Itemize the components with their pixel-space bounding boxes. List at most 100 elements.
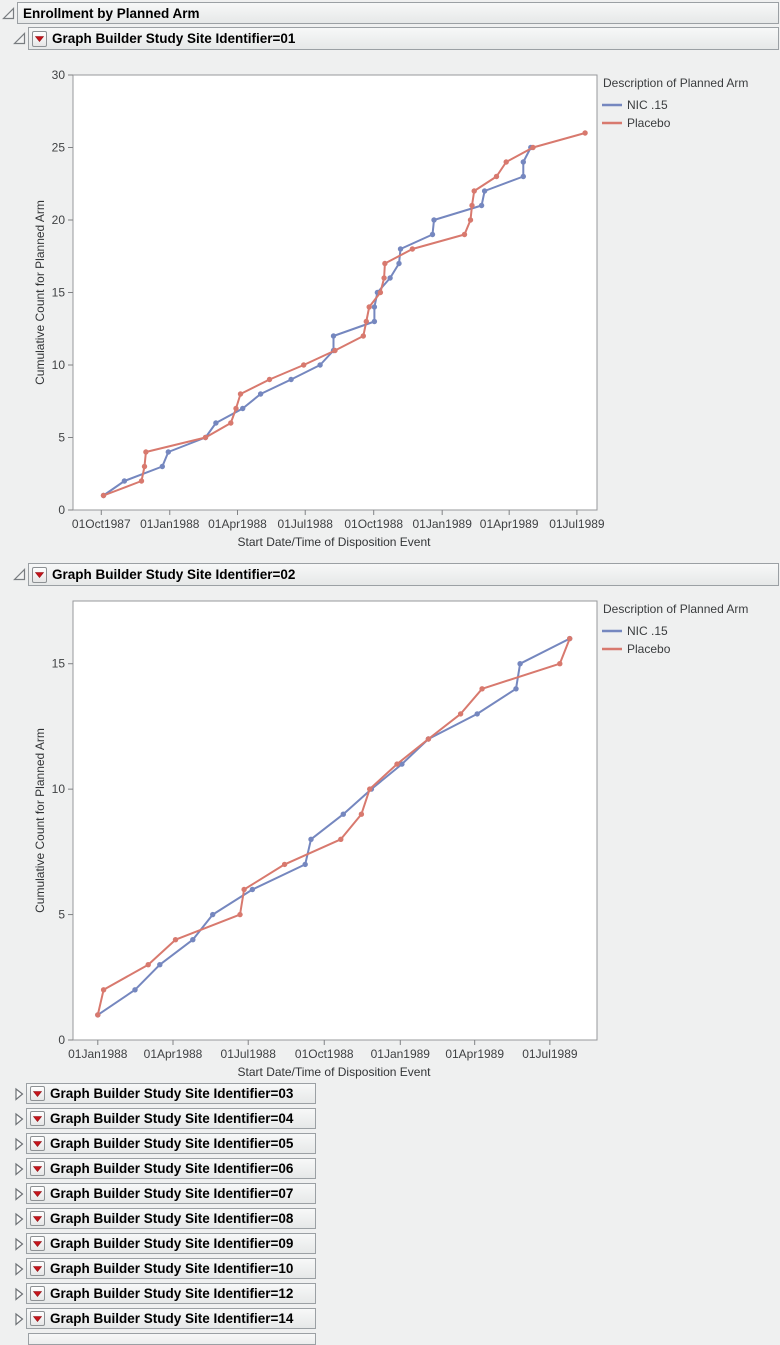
disclosure-collapsed-icon[interactable] <box>14 1312 24 1326</box>
outline-node-collapsed-14[interactable]: Graph Builder Study Site Identifier=14 <box>14 1308 316 1329</box>
series-point-nic-15[interactable] <box>399 761 405 767</box>
series-point-nic-15[interactable] <box>190 937 196 943</box>
series-point-placebo[interactable] <box>471 188 477 194</box>
series-point-placebo[interactable] <box>172 937 179 943</box>
series-point-placebo[interactable] <box>469 202 475 209</box>
series-point-nic-15[interactable] <box>121 478 128 484</box>
series-point-placebo[interactable] <box>457 711 464 717</box>
series-point-placebo[interactable] <box>233 405 239 412</box>
disclosure-open-icon[interactable] <box>13 568 26 581</box>
series-point-nic-15[interactable] <box>371 318 378 325</box>
series-point-placebo[interactable] <box>145 962 151 968</box>
series-point-placebo[interactable] <box>479 686 485 692</box>
series-point-placebo[interactable] <box>358 811 365 817</box>
series-point-placebo[interactable] <box>338 836 344 842</box>
series-point-placebo[interactable] <box>237 391 244 397</box>
series-point-placebo[interactable] <box>363 318 369 325</box>
series-point-nic-15[interactable] <box>429 231 436 238</box>
series-point-placebo[interactable] <box>95 1012 101 1018</box>
outline-node-root[interactable]: Enrollment by Planned Arm <box>2 2 779 24</box>
red-triangle-menu-button[interactable] <box>30 1286 45 1301</box>
series-point-placebo[interactable] <box>241 886 247 893</box>
outline-node-partial[interactable] <box>28 1333 316 1345</box>
red-triangle-menu-button[interactable] <box>30 1136 45 1151</box>
disclosure-open-icon[interactable] <box>13 32 26 45</box>
series-point-placebo[interactable] <box>503 159 509 165</box>
disclosure-collapsed-icon[interactable] <box>14 1237 24 1251</box>
series-point-placebo[interactable] <box>332 347 338 354</box>
series-point-placebo[interactable] <box>301 362 307 368</box>
outline-node-collapsed-10[interactable]: Graph Builder Study Site Identifier=10 <box>14 1258 316 1279</box>
disclosure-collapsed-icon[interactable] <box>14 1087 24 1101</box>
series-point-nic-15[interactable] <box>210 911 216 918</box>
outline-node-collapsed-08[interactable]: Graph Builder Study Site Identifier=08 <box>14 1208 316 1229</box>
red-triangle-menu-button[interactable] <box>30 1086 45 1101</box>
series-point-nic-15[interactable] <box>249 886 256 893</box>
series-point-placebo[interactable] <box>360 333 366 339</box>
outline-node-collapsed-09[interactable]: Graph Builder Study Site Identifier=09 <box>14 1233 316 1254</box>
series-point-placebo[interactable] <box>141 463 148 470</box>
series-point-nic-15[interactable] <box>371 304 378 310</box>
series-line-placebo[interactable] <box>96 638 571 1016</box>
series-point-nic-15[interactable] <box>517 661 523 667</box>
red-triangle-menu-button[interactable] <box>32 566 47 583</box>
outline-node-collapsed-04[interactable]: Graph Builder Study Site Identifier=04 <box>14 1108 316 1129</box>
red-triangle-menu-button[interactable] <box>30 1186 45 1201</box>
series-point-nic-15[interactable] <box>397 246 404 252</box>
red-triangle-menu-button[interactable] <box>30 1111 45 1126</box>
series-point-nic-15[interactable] <box>520 159 526 165</box>
series-point-nic-15[interactable] <box>478 202 485 209</box>
series-point-nic-15[interactable] <box>157 962 163 968</box>
series-point-placebo[interactable] <box>394 761 400 767</box>
series-point-nic-15[interactable] <box>302 861 308 868</box>
disclosure-collapsed-icon[interactable] <box>14 1187 24 1201</box>
outline-node-collapsed-06[interactable]: Graph Builder Study Site Identifier=06 <box>14 1158 316 1179</box>
outline-node-site-02[interactable]: Graph Builder Study Site Identifier=02 <box>13 563 779 586</box>
outline-node-collapsed-03[interactable]: Graph Builder Study Site Identifier=03 <box>14 1083 316 1104</box>
series-point-nic-15[interactable] <box>387 275 393 281</box>
outline-node-collapsed-05[interactable]: Graph Builder Study Site Identifier=05 <box>14 1133 316 1154</box>
series-point-placebo[interactable] <box>381 275 387 281</box>
series-point-placebo[interactable] <box>281 861 288 868</box>
series-point-placebo[interactable] <box>409 246 416 252</box>
series-point-nic-15[interactable] <box>513 686 519 692</box>
series-point-nic-15[interactable] <box>159 463 165 470</box>
series-point-nic-15[interactable] <box>165 449 171 455</box>
series-point-nic-15[interactable] <box>308 836 314 842</box>
series-point-placebo[interactable] <box>100 492 107 499</box>
disclosure-collapsed-icon[interactable] <box>14 1162 24 1176</box>
series-point-placebo[interactable] <box>366 304 372 310</box>
series-point-nic-15[interactable] <box>240 405 246 412</box>
series-point-placebo[interactable] <box>228 420 234 426</box>
series-point-nic-15[interactable] <box>213 420 219 426</box>
series-point-nic-15[interactable] <box>396 260 402 267</box>
series-point-placebo[interactable] <box>237 911 243 918</box>
series-point-nic-15[interactable] <box>132 987 138 993</box>
series-point-placebo[interactable] <box>461 231 468 238</box>
series-line-nic-15[interactable] <box>97 637 571 1016</box>
disclosure-collapsed-icon[interactable] <box>14 1212 24 1226</box>
series-point-placebo[interactable] <box>143 449 149 455</box>
series-point-placebo[interactable] <box>557 661 563 667</box>
series-point-placebo[interactable] <box>138 478 145 484</box>
outline-node-collapsed-07[interactable]: Graph Builder Study Site Identifier=07 <box>14 1183 316 1204</box>
series-point-nic-15[interactable] <box>340 811 346 817</box>
series-point-nic-15[interactable] <box>288 376 294 383</box>
series-point-placebo[interactable] <box>367 786 373 792</box>
disclosure-collapsed-icon[interactable] <box>14 1137 24 1151</box>
series-point-nic-15[interactable] <box>520 173 526 180</box>
outline-node-collapsed-12[interactable]: Graph Builder Study Site Identifier=12 <box>14 1283 316 1304</box>
series-point-placebo[interactable] <box>377 289 384 296</box>
outline-node-site-01[interactable]: Graph Builder Study Site Identifier=01 <box>13 27 779 50</box>
series-point-nic-15[interactable] <box>431 217 437 223</box>
disclosure-collapsed-icon[interactable] <box>14 1287 24 1301</box>
red-triangle-menu-button[interactable] <box>30 1311 45 1326</box>
red-triangle-menu-button[interactable] <box>30 1261 45 1276</box>
disclosure-collapsed-icon[interactable] <box>14 1112 24 1126</box>
red-triangle-menu-button[interactable] <box>30 1211 45 1226</box>
series-point-nic-15[interactable] <box>317 362 323 368</box>
series-point-nic-15[interactable] <box>257 391 264 397</box>
series-point-placebo[interactable] <box>100 987 107 993</box>
disclosure-collapsed-icon[interactable] <box>14 1262 24 1276</box>
disclosure-open-icon[interactable] <box>2 6 15 20</box>
